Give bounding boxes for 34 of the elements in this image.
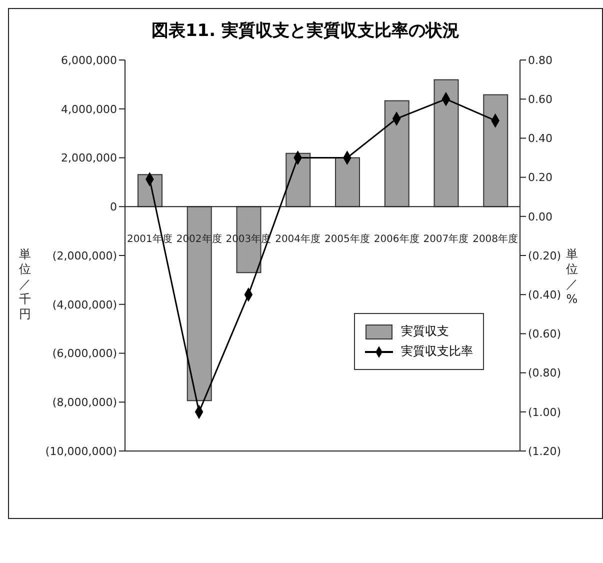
bar (483, 94, 508, 208)
y2-tick-label: 0.40 (528, 132, 552, 146)
bar (434, 79, 459, 208)
legend-label: 実質収支 (401, 323, 449, 340)
y2-axis-title: 単位／% (566, 247, 578, 306)
y2-tick-label: (0.60) (528, 328, 562, 341)
y2-tick-label: 0.20 (528, 171, 552, 184)
y2-tick-label: (0.40) (528, 288, 562, 302)
x-tick-label: 2006年度 (374, 233, 420, 245)
y2-tick-label: (0.20) (528, 249, 562, 262)
x-tick-label: 2007年度 (423, 233, 469, 245)
y-tick-label: 6,000,000 (61, 54, 117, 67)
x-tick-label: 2005年度 (324, 233, 370, 245)
y-tick-label: (2,000,000) (52, 249, 117, 262)
y-tick-label: (6,000,000) (52, 347, 117, 360)
y2-tick-label: (0.80) (528, 366, 562, 380)
x-tick-label: 2008年度 (472, 233, 518, 245)
y-tick-label: 4,000,000 (61, 102, 117, 116)
legend-label: 実質収支比率 (401, 343, 473, 360)
y-tick-label: (10,000,000) (45, 444, 117, 458)
x-tick-label: 2004年度 (275, 233, 321, 245)
y2-tick-label: 0.80 (528, 54, 552, 67)
y-axis-title: 単位／千円 (19, 247, 31, 321)
y2-tick-label: 0.60 (528, 93, 552, 106)
y-tick-label: (8,000,000) (52, 396, 117, 410)
y2-tick-label: (1.00) (528, 406, 562, 419)
y2-tick-label: (1.20) (528, 444, 562, 458)
chart-title: 図表11. 実質収支と実質収支比率の状況 (150, 20, 461, 42)
bar (335, 157, 360, 208)
y2-tick-label: 0.00 (528, 210, 552, 224)
y-tick-label: 0 (110, 200, 117, 214)
y-tick-label: 2,000,000 (61, 152, 117, 165)
bar (384, 100, 410, 208)
y-tick-label: (4,000,000) (52, 298, 117, 312)
